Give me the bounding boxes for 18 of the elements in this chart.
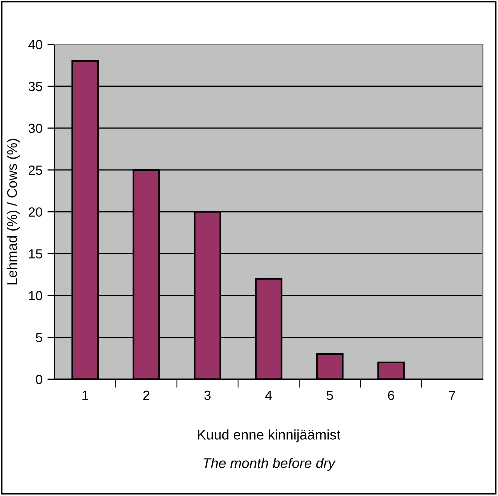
x-axis-title: Kuud enne kinnijäämist The month before dry: [198, 430, 341, 472]
y-tick-label: 40: [28, 40, 42, 50]
y-tick-label: 30: [28, 124, 42, 134]
x-tick-label: 6: [388, 390, 394, 400]
y-axis-title: Lehmad (%) / Cows (%): [7, 139, 20, 285]
x-tick-label: 5: [326, 391, 334, 400]
x-tick-label: 4: [266, 391, 272, 400]
y-tick-label: 20: [28, 208, 42, 217]
y-tick-label: 5: [36, 333, 42, 342]
x-tick-label: 3: [204, 390, 211, 400]
y-tick-label: 35: [28, 82, 42, 92]
y-tick-label: 10: [29, 291, 42, 301]
y-tick-label: 15: [29, 250, 42, 259]
x-tick-label: 2: [144, 390, 150, 400]
y-tick-label: 0: [36, 375, 42, 384]
y-tick-label: 25: [28, 166, 42, 176]
x-tick-label: 1: [82, 391, 88, 400]
x-tick-label: 7: [449, 391, 456, 400]
